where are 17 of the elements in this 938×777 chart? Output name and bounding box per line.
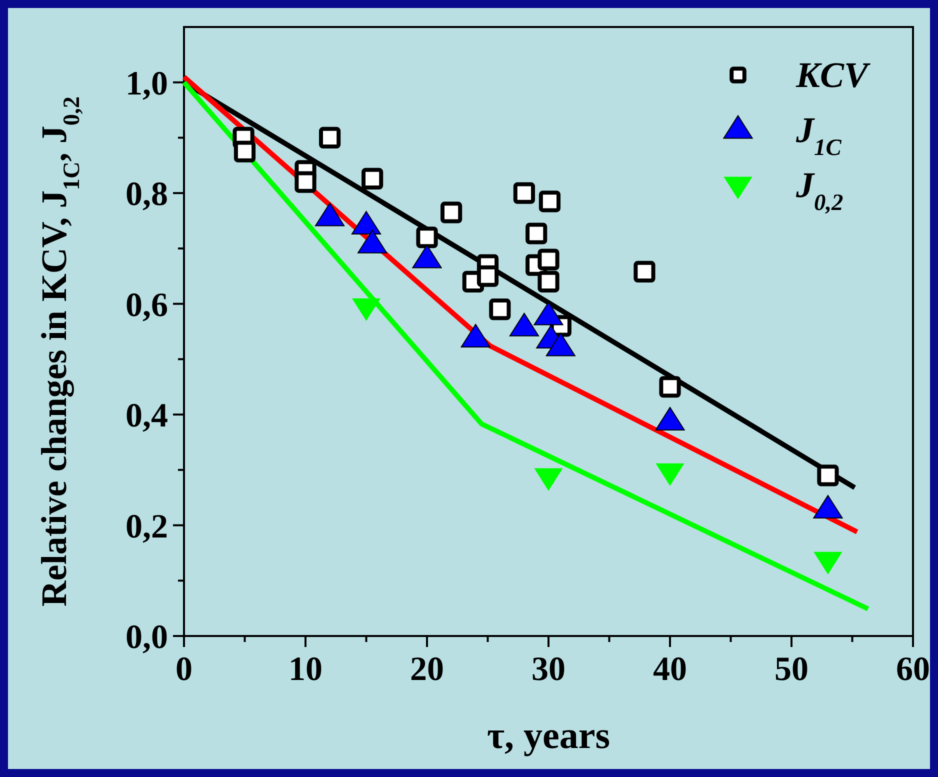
y-tick-label: 0,6 [126,286,168,324]
x-axis-title: τ, years [486,715,610,757]
x-tick-label: 30 [532,651,566,688]
y-tick-label: 0,0 [126,619,168,656]
y-tick-label: 1,0 [126,65,168,102]
y-tick-label: 0,4 [126,398,168,435]
legend-label: J$_{0,2}$ [795,165,844,216]
x-tick-label: 40 [653,651,687,688]
x-tick-label: 60 [896,651,930,688]
y-tick-label: 0,8 [126,176,168,214]
x-tick-label: 0 [176,651,192,688]
x-tick-label: 20 [410,651,444,688]
y-tick-label: 0,2 [126,508,168,546]
x-tick-label: 50 [774,651,808,688]
x-tick-label: 10 [288,651,322,688]
legend-label: KCV [795,55,872,95]
legend-label: J$_{1C}$ [795,110,842,161]
